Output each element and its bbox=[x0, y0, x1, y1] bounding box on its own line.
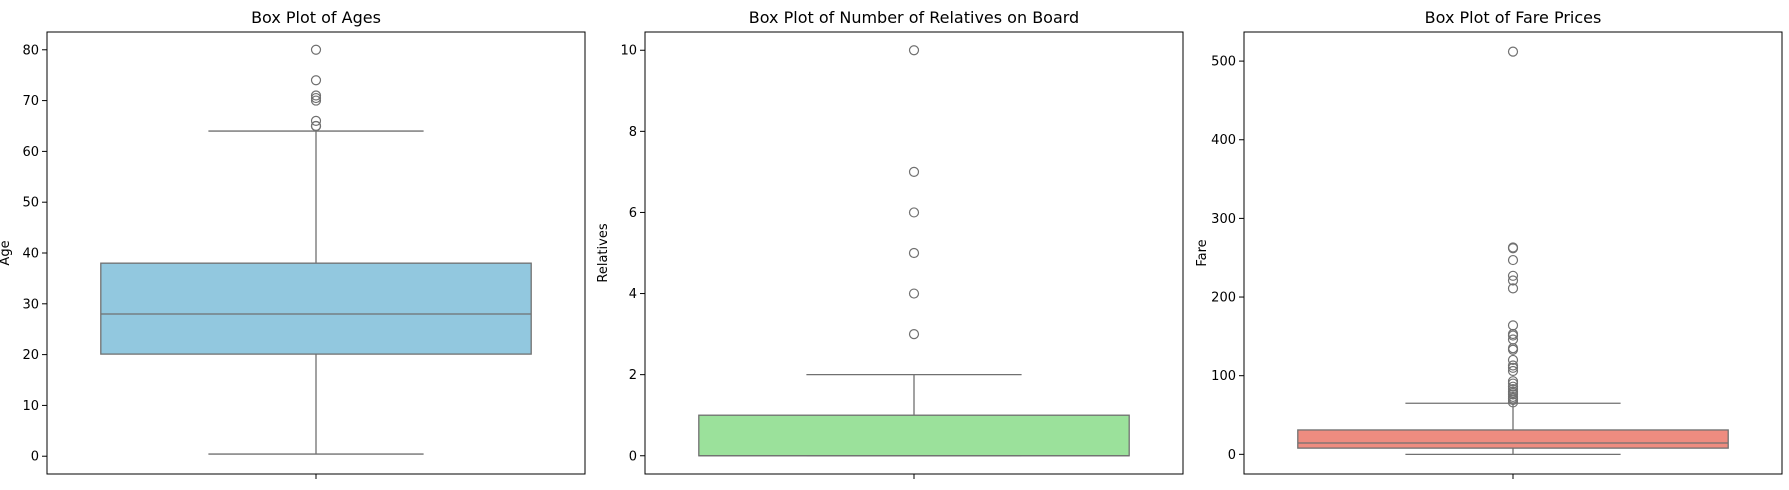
outlier-point bbox=[310, 75, 322, 86]
outlier-point bbox=[310, 90, 322, 101]
chart-title: Box Plot of Fare Prices bbox=[1425, 8, 1602, 27]
y-tick-label: 50 bbox=[22, 196, 39, 211]
outlier-point bbox=[1507, 283, 1519, 294]
y-tick-label: 300 bbox=[1211, 212, 1236, 227]
chart-panel-3: Box Plot of Fare Prices Fare 0 100 200 300 400… bbox=[1195, 8, 1783, 479]
y-tick-label: 100 bbox=[1211, 369, 1236, 384]
outlier-point bbox=[908, 166, 920, 177]
y-axis-label: Age bbox=[0, 240, 13, 265]
y-tick-label: 70 bbox=[22, 94, 39, 109]
y-tick-label: 400 bbox=[1211, 133, 1236, 148]
outlier-point bbox=[1507, 381, 1519, 392]
y-tick-label: 60 bbox=[22, 145, 39, 160]
chart-panel-2: Box Plot of Number of Relatives on Board… bbox=[596, 8, 1184, 479]
iqr-box bbox=[1297, 429, 1729, 449]
outlier-point bbox=[310, 95, 322, 106]
outlier-point bbox=[1507, 320, 1519, 331]
y-tick-label: 200 bbox=[1211, 291, 1236, 306]
outlier-point bbox=[1507, 365, 1519, 377]
y-tick-label: 20 bbox=[22, 348, 39, 363]
outlier-point bbox=[1507, 254, 1519, 266]
y-tick-label: 40 bbox=[22, 247, 39, 262]
chart-title: Box Plot of Ages bbox=[251, 8, 381, 27]
outlier-point bbox=[1507, 376, 1519, 387]
plot-frame bbox=[46, 31, 586, 475]
outlier-point bbox=[1507, 360, 1519, 371]
plot-frame bbox=[644, 31, 1184, 475]
outlier-point bbox=[1507, 270, 1519, 281]
y-axis-label: Fare bbox=[1195, 239, 1210, 266]
outlier-point bbox=[1507, 242, 1519, 253]
y-tick-label: 6 bbox=[629, 206, 637, 221]
y-tick-label: 500 bbox=[1211, 55, 1236, 70]
outlier-point bbox=[908, 247, 920, 259]
outlier-point bbox=[908, 329, 920, 340]
y-tick-label: 10 bbox=[22, 399, 39, 414]
y-tick-label: 0 bbox=[1228, 448, 1236, 463]
outlier-point bbox=[310, 92, 322, 104]
outlier-point bbox=[908, 45, 920, 56]
y-tick-label: 4 bbox=[629, 287, 637, 302]
outlier-point bbox=[1507, 275, 1519, 286]
y-tick-label: 0 bbox=[31, 450, 39, 465]
iqr-box bbox=[698, 414, 1130, 457]
y-tick-label: 10 bbox=[620, 44, 637, 59]
y-tick-label: 2 bbox=[629, 368, 637, 383]
outlier-point bbox=[310, 120, 322, 132]
y-tick-label: 80 bbox=[22, 43, 39, 58]
outlier-point bbox=[908, 207, 920, 218]
outlier-point bbox=[1507, 354, 1519, 366]
y-axis-label: Relatives bbox=[596, 223, 611, 282]
outlier-point bbox=[310, 115, 322, 127]
plot-frame bbox=[1243, 31, 1783, 475]
outlier-point bbox=[310, 44, 322, 55]
y-tick-label: 8 bbox=[629, 125, 637, 140]
chart-title: Box Plot of Number of Relatives on Board bbox=[749, 8, 1079, 27]
outlier-point bbox=[908, 288, 920, 299]
chart-panel-1: Box Plot of Ages Age 0 10 20 30 40 50 60 70 80 bbox=[0, 8, 586, 479]
y-tick-label: 0 bbox=[629, 449, 637, 464]
outlier-point bbox=[1507, 46, 1519, 57]
iqr-box bbox=[100, 262, 532, 355]
y-tick-label: 30 bbox=[22, 297, 39, 312]
outlier-point bbox=[1507, 334, 1519, 345]
